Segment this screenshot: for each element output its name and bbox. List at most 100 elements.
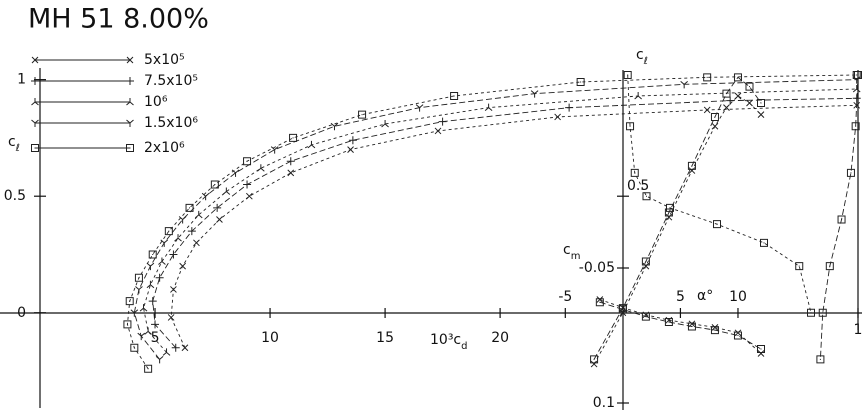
data-point — [795, 262, 804, 271]
y-tick-label: 0.5 — [4, 188, 26, 204]
data-point — [171, 343, 180, 352]
data-point — [330, 122, 339, 131]
data-point — [703, 73, 712, 82]
data-point — [630, 168, 639, 177]
series-line — [143, 88, 857, 353]
data-point — [155, 273, 164, 282]
data-point — [158, 257, 166, 265]
legend-marker — [126, 77, 134, 85]
subscript: ℓ — [16, 143, 20, 154]
data-point — [123, 320, 132, 329]
series-line — [170, 104, 857, 348]
x-tick-label: 20 — [491, 330, 509, 346]
data-point — [135, 286, 143, 294]
data-point — [733, 331, 742, 340]
legend-marker — [31, 77, 39, 85]
data-point — [595, 298, 604, 307]
data-point — [164, 227, 173, 236]
data-point — [146, 280, 155, 289]
data-point — [623, 70, 632, 79]
data-point — [307, 140, 316, 149]
legend-marker — [31, 119, 39, 127]
legend-marker — [126, 98, 134, 106]
legend-marker — [31, 56, 39, 64]
y-tick-label: 1 — [17, 72, 26, 88]
y-tick-label: 0.5 — [627, 178, 649, 194]
data-point — [201, 192, 210, 201]
data-point — [450, 91, 459, 100]
data-point — [852, 84, 861, 93]
x-axis-label: 10³cd — [430, 332, 467, 352]
data-point — [757, 345, 765, 353]
data-point — [710, 112, 719, 121]
legend-label: 7.5x10⁵ — [144, 73, 198, 89]
data-point — [733, 73, 742, 82]
x-tick-label: 10 — [261, 330, 279, 346]
data-point — [816, 355, 825, 364]
y-axis-label-main: c — [8, 134, 16, 150]
data-point — [125, 297, 134, 306]
data-point — [174, 234, 182, 242]
data-point — [641, 312, 650, 321]
data-point — [194, 210, 203, 219]
data-point — [626, 122, 635, 131]
data-point — [130, 343, 139, 352]
data-point — [665, 213, 673, 221]
data-point — [642, 192, 651, 201]
data-point — [854, 70, 862, 79]
x-tick-label: -5 — [558, 289, 572, 305]
series-line — [126, 74, 857, 369]
x-axis-label-main: 10³c — [430, 332, 461, 348]
data-point — [710, 326, 719, 335]
data-point — [170, 286, 177, 293]
data-point — [590, 355, 599, 364]
y-axis-label-main: c — [636, 47, 644, 63]
y-axis-label: cℓ — [8, 134, 20, 154]
y-tick-label: 0 — [17, 305, 26, 321]
data-point — [664, 318, 673, 326]
data-point — [666, 203, 674, 212]
data-point — [162, 348, 171, 356]
data-point — [618, 305, 627, 314]
data-point — [664, 208, 673, 217]
y-axis-label: cℓ — [636, 47, 648, 67]
data-point — [596, 296, 604, 303]
data-point — [415, 104, 424, 112]
data-point — [381, 119, 389, 128]
data-point — [530, 90, 539, 98]
data-point — [565, 103, 574, 112]
x-tick-label: 5 — [151, 330, 160, 346]
data-point — [193, 239, 200, 247]
data-point — [169, 250, 178, 259]
data-point — [347, 146, 354, 153]
data-point — [139, 304, 148, 312]
data-point — [155, 355, 164, 364]
x-tick-label: 10 — [729, 289, 747, 305]
data-point — [438, 117, 447, 126]
series-line — [152, 97, 857, 349]
y-tick-label: 0.1 — [593, 395, 615, 411]
data-point — [245, 192, 253, 200]
data-point — [257, 164, 265, 172]
data-point — [746, 99, 753, 107]
data-point — [825, 262, 834, 271]
data-point — [148, 297, 157, 306]
legend-label: 2x10⁶ — [144, 140, 185, 156]
subscript: d — [461, 341, 467, 352]
data-point — [846, 168, 855, 177]
data-point — [243, 157, 252, 166]
legend-marker — [31, 144, 39, 152]
data-point — [144, 364, 153, 373]
y-tick-label: -0.05 — [579, 260, 615, 276]
data-point — [289, 133, 298, 142]
data-point — [287, 169, 295, 177]
x-tick-label: 1 — [854, 322, 863, 338]
data-point — [213, 203, 222, 212]
subscript: ℓ — [644, 56, 648, 67]
data-point — [137, 332, 146, 341]
data-point — [216, 216, 223, 223]
data-point — [358, 110, 367, 119]
data-point — [734, 92, 742, 100]
x-axis-label-main: α° — [697, 288, 713, 304]
